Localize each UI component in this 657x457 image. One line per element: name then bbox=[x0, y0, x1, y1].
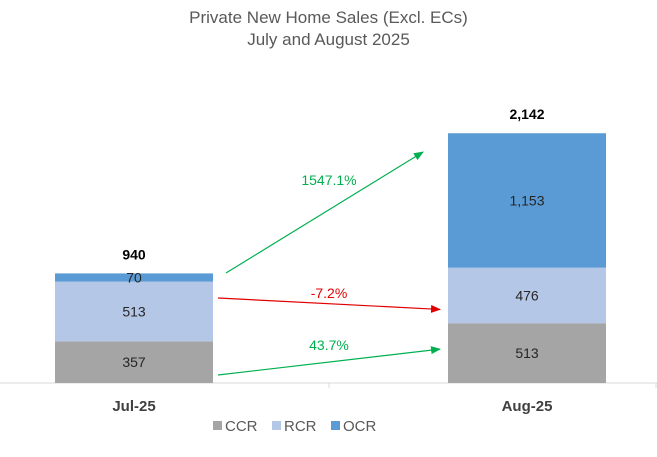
bar-segment-rcr-aug-25 bbox=[448, 267, 606, 324]
data-label-rcr-jul-25: 513 bbox=[122, 303, 146, 319]
legend-label-ccr: CCR bbox=[225, 418, 258, 435]
change-arrow-rcr bbox=[217, 297, 441, 313]
legend-label-rcr: RCR bbox=[284, 418, 317, 435]
change-arrow-ocr bbox=[225, 151, 424, 274]
data-label-ccr-aug-25: 513 bbox=[515, 345, 539, 361]
data-label-ocr-jul-25: 70 bbox=[126, 269, 142, 285]
legend-swatch-ccr bbox=[213, 421, 222, 430]
chart-title: Private New Home Sales (Excl. ECs) bbox=[189, 8, 468, 27]
legend-label-ocr: OCR bbox=[343, 418, 377, 435]
change-arrow-ccr bbox=[217, 346, 441, 376]
bar-segment-rcr-jul-25 bbox=[55, 281, 213, 342]
x-tick-label: Jul-25 bbox=[112, 398, 155, 415]
total-label-jul-25: 940 bbox=[122, 246, 146, 262]
bar-segment-ccr-jul-25 bbox=[55, 341, 213, 383]
change-label-ocr: 1547.1% bbox=[301, 172, 356, 188]
bar-segment-ccr-aug-25 bbox=[448, 323, 606, 383]
chart-subtitle: July and August 2025 bbox=[247, 30, 410, 49]
bar-segment-ocr-aug-25 bbox=[448, 133, 606, 268]
legend-swatch-rcr bbox=[272, 421, 281, 430]
bar-segment-ocr-jul-25 bbox=[55, 273, 213, 282]
change-label-ccr: 43.7% bbox=[309, 337, 349, 353]
data-label-ocr-aug-25: 1,153 bbox=[509, 192, 544, 208]
legend-swatch-ocr bbox=[331, 421, 340, 430]
data-label-rcr-aug-25: 476 bbox=[515, 287, 539, 303]
total-label-aug-25: 2,142 bbox=[509, 106, 544, 122]
change-label-rcr: -7.2% bbox=[311, 285, 348, 301]
data-label-ccr-jul-25: 357 bbox=[122, 354, 146, 370]
x-tick-label: Aug-25 bbox=[502, 398, 553, 415]
